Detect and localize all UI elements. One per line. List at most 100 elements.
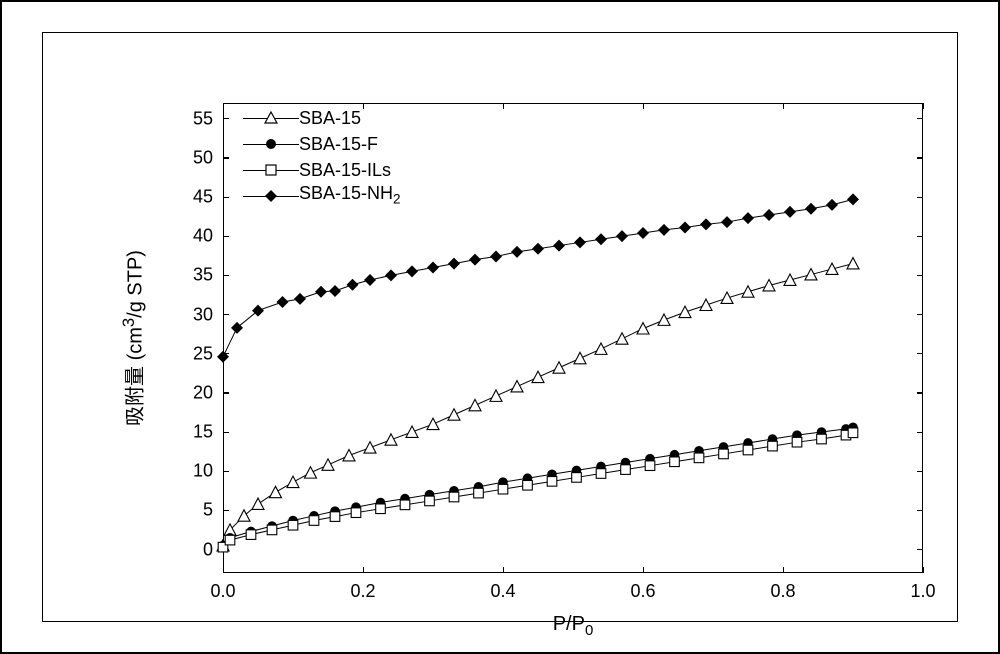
marker-SBA-15-ILs (645, 461, 655, 471)
marker-SBA-15-NH2 (784, 206, 796, 218)
marker-SBA-15 (826, 263, 838, 274)
marker-SBA-15 (406, 426, 418, 437)
marker-SBA-15-ILs (547, 477, 557, 487)
marker-SBA-15-ILs (621, 465, 631, 475)
marker-SBA-15-NH2 (329, 285, 341, 297)
y-axis-label: 吸附量 (cm3/g STP) (119, 250, 148, 426)
marker-SBA-15-NH2 (805, 203, 817, 215)
x-axis-label: P/P0 (553, 613, 594, 639)
marker-SBA-15 (742, 286, 754, 297)
marker-SBA-15-ILs (425, 496, 435, 506)
xtick-label: 0.0 (210, 581, 235, 602)
inner-frame: 05101520253035404550550.00.20.40.60.81.0… (42, 32, 958, 622)
marker-SBA-15-ILs (351, 508, 361, 518)
marker-SBA-15-ILs (523, 480, 533, 490)
marker-SBA-15-NH2 (347, 279, 359, 291)
marker-SBA-15 (252, 498, 264, 509)
marker-SBA-15-NH2 (252, 305, 264, 317)
ytick-label: 5 (173, 500, 213, 521)
marker-SBA-15 (322, 459, 334, 470)
marker-SBA-15 (595, 343, 607, 354)
marker-SBA-15-NH2 (490, 251, 502, 263)
xtick-label: 0.2 (350, 581, 375, 602)
marker-SBA-15-ILs (309, 516, 319, 526)
series-line-SBA-15-F (223, 427, 853, 545)
ytick-label: 35 (173, 265, 213, 286)
marker-SBA-15-NH2 (763, 209, 775, 221)
marker-SBA-15-ILs (498, 484, 508, 494)
marker-SBA-15 (532, 371, 544, 382)
xtick-label: 0.8 (770, 581, 795, 602)
marker-SBA-15-ILs (670, 457, 680, 467)
marker-SBA-15-NH2 (553, 240, 565, 252)
marker-SBA-15-NH2 (231, 322, 243, 334)
marker-SBA-15-NH2 (364, 274, 376, 286)
marker-SBA-15-ILs (267, 525, 277, 535)
marker-SBA-15 (427, 418, 439, 429)
ytick-label: 20 (173, 382, 213, 403)
marker-SBA-15-ILs (330, 512, 340, 522)
marker-SBA-15 (700, 299, 712, 310)
marker-SBA-15 (847, 258, 859, 269)
marker-SBA-15-NH2 (277, 296, 289, 308)
ytick-label: 55 (173, 108, 213, 129)
outer-frame: 05101520253035404550550.00.20.40.60.81.0… (0, 0, 1000, 654)
marker-SBA-15 (805, 269, 817, 280)
marker-SBA-15 (238, 510, 250, 521)
marker-SBA-15 (343, 450, 355, 461)
xtick-label: 0.4 (490, 581, 515, 602)
series-line-SBA-15 (223, 264, 853, 546)
marker-SBA-15-NH2 (469, 254, 481, 266)
marker-SBA-15-NH2 (595, 233, 607, 245)
ytick-label: 50 (173, 147, 213, 168)
marker-SBA-15-NH2 (448, 258, 460, 270)
marker-SBA-15 (490, 390, 502, 401)
marker-SBA-15 (553, 362, 565, 373)
plot-area: 05101520253035404550550.00.20.40.60.81.0… (223, 103, 923, 573)
ytick-label: 40 (173, 226, 213, 247)
marker-SBA-15 (679, 306, 691, 317)
marker-SBA-15-ILs (743, 445, 753, 455)
marker-SBA-15-NH2 (511, 246, 523, 258)
marker-SBA-15-NH2 (385, 269, 397, 281)
marker-SBA-15-NH2 (616, 230, 628, 242)
marker-SBA-15-NH2 (574, 236, 586, 248)
marker-SBA-15 (616, 333, 628, 344)
series-line-SBA-15-NH2 (223, 199, 853, 356)
marker-SBA-15-ILs (572, 473, 582, 483)
marker-SBA-15-NH2 (637, 227, 649, 239)
marker-SBA-15-ILs (449, 492, 459, 502)
marker-SBA-15 (364, 442, 376, 453)
marker-SBA-15 (637, 323, 649, 334)
marker-SBA-15-ILs (288, 520, 298, 530)
marker-SBA-15-ILs (694, 453, 704, 463)
marker-SBA-15 (511, 381, 523, 392)
marker-SBA-15-NH2 (742, 212, 754, 224)
marker-SBA-15 (287, 476, 299, 487)
marker-SBA-15-ILs (225, 535, 235, 545)
ytick-label: 30 (173, 304, 213, 325)
ytick-label: 45 (173, 187, 213, 208)
marker-SBA-15-ILs (768, 441, 778, 451)
marker-SBA-15-ILs (817, 434, 827, 444)
marker-SBA-15 (469, 399, 481, 410)
marker-SBA-15 (448, 409, 460, 420)
marker-SBA-15 (784, 274, 796, 285)
marker-SBA-15 (658, 314, 670, 325)
marker-SBA-15-ILs (474, 488, 484, 498)
marker-SBA-15-NH2 (294, 293, 306, 305)
marker-SBA-15-NH2 (427, 262, 439, 274)
marker-SBA-15-ILs (246, 530, 256, 540)
xtick-label: 1.0 (910, 581, 935, 602)
marker-SBA-15-ILs (376, 504, 386, 514)
marker-SBA-15-NH2 (721, 216, 733, 228)
xtick-label: 0.6 (630, 581, 655, 602)
marker-SBA-15-ILs (596, 469, 606, 479)
marker-SBA-15-NH2 (315, 286, 327, 298)
marker-SBA-15-ILs (792, 437, 802, 447)
marker-SBA-15-ILs (719, 449, 729, 459)
ytick-label: 10 (173, 461, 213, 482)
marker-SBA-15-ILs (848, 428, 858, 438)
marker-SBA-15 (721, 292, 733, 303)
ytick-label: 15 (173, 422, 213, 443)
